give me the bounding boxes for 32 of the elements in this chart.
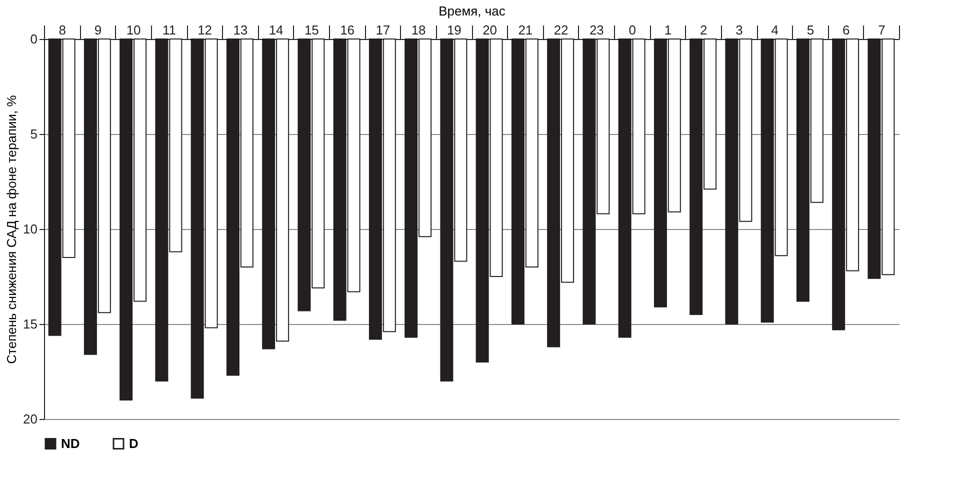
- x-tick-label: 7: [878, 22, 886, 38]
- legend-label: ND: [61, 436, 80, 451]
- x-tick-label: 11: [162, 22, 176, 38]
- x-tick-label: 22: [554, 22, 568, 38]
- x-tick-label: 19: [446, 22, 462, 38]
- x-tick-label: 1: [664, 22, 672, 38]
- x-tick-label: 10: [126, 22, 141, 38]
- x-tick-label: 20: [482, 22, 498, 38]
- y-tick-label: 20: [23, 412, 38, 426]
- y-tick-label: 5: [30, 126, 38, 142]
- x-axis-title: Время, час: [438, 4, 506, 18]
- legend-label: D: [129, 436, 138, 451]
- x-tick-label: 12: [198, 22, 212, 38]
- x-tick-label: 2: [700, 22, 708, 38]
- y-tick-label: 10: [23, 222, 38, 236]
- y-axis-title: Степень снижения САД на фоне терапии, %: [4, 94, 20, 364]
- x-tick-label: 8: [58, 22, 66, 38]
- x-tick-label: 17: [376, 22, 390, 38]
- x-tick-label: 15: [304, 22, 319, 38]
- x-tick-label: 3: [736, 22, 743, 38]
- x-tick-label: 23: [589, 22, 604, 38]
- x-tick-label: 9: [94, 22, 102, 38]
- x-tick-label: 13: [233, 22, 248, 38]
- y-tick-label: 15: [23, 316, 38, 332]
- x-tick-label: 16: [340, 22, 355, 38]
- x-tick-label: 5: [806, 22, 814, 38]
- x-tick-label: 6: [842, 22, 850, 38]
- x-tick-label: 14: [268, 22, 284, 38]
- x-tick-label: 0: [628, 22, 636, 38]
- x-tick-label: 18: [411, 22, 426, 38]
- x-tick-label: 4: [771, 22, 778, 38]
- x-tick-label: 21: [518, 22, 533, 38]
